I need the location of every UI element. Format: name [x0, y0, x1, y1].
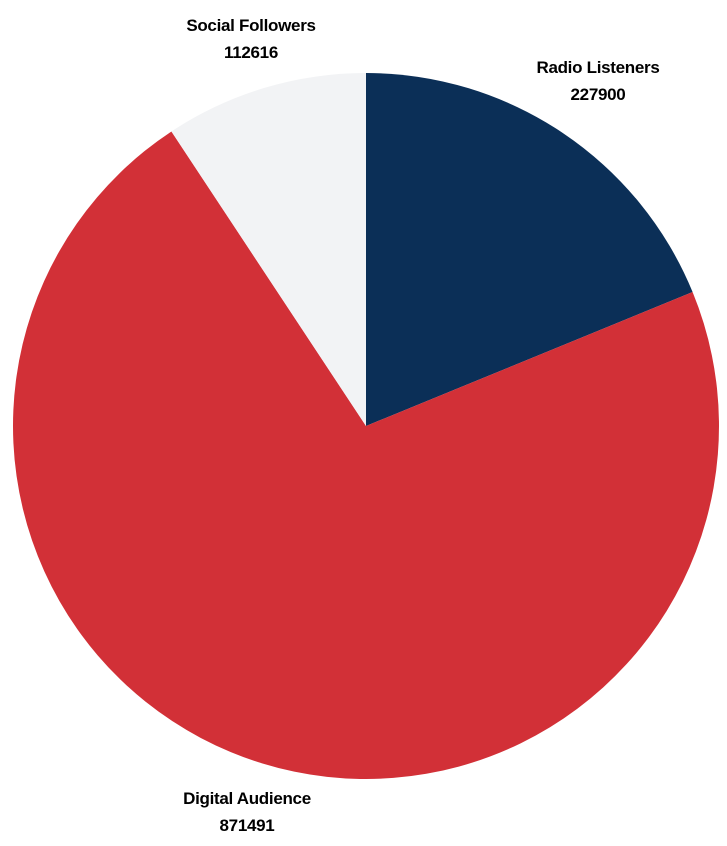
- slice-value-social-followers: 112616: [224, 43, 278, 62]
- pie-slice-digital-audience: [12, 131, 719, 780]
- pie-slice-radio-listeners: [366, 73, 693, 426]
- slice-label-social-followers: Social Followers: [186, 16, 315, 35]
- slice-label-radio-listeners: Radio Listeners: [536, 58, 659, 77]
- pie-slices: [12, 73, 719, 780]
- pie-slice-social-followers: [171, 73, 366, 426]
- slice-value-radio-listeners: 227900: [571, 85, 626, 104]
- slice-label-digital-audience: Digital Audience: [183, 789, 311, 808]
- slice-value-digital-audience: 871491: [220, 816, 275, 835]
- slice-labels: Radio Listeners 227900 Digital Audience 871…: [183, 16, 660, 835]
